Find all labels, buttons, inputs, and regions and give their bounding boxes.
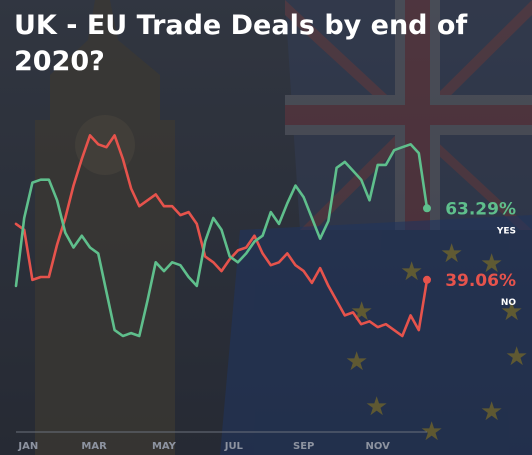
chart-title: UK - EU Trade Deals by end of 2020? — [14, 10, 468, 77]
clock-face — [75, 115, 135, 175]
series-end-point-no — [423, 275, 431, 284]
series-line-yes — [14, 143, 429, 338]
x-tick-label: JAN — [17, 441, 38, 452]
svg-text:★: ★ — [480, 249, 503, 279]
series-line-no — [14, 134, 429, 338]
svg-text:★: ★ — [500, 297, 523, 327]
x-tick-label: MAY — [152, 441, 177, 452]
series-end-point-yes — [423, 204, 431, 213]
series-end-value-no: 39.06% — [445, 271, 516, 291]
x-tick-label: SEP — [293, 441, 314, 452]
x-tick-label: MAR — [81, 441, 107, 452]
svg-text:★: ★ — [365, 392, 388, 422]
svg-text:★: ★ — [440, 239, 463, 269]
x-tick-label: NOV — [366, 441, 391, 452]
eu-flag: ★ ★ ★ ★ ★ ★ ★ ★ ★ ★ — [220, 215, 532, 455]
svg-text:★: ★ — [480, 397, 503, 427]
x-tick-label: JUL — [224, 441, 244, 452]
svg-text:★: ★ — [345, 347, 368, 377]
series-name-no: NO — [501, 298, 517, 308]
svg-text:★: ★ — [420, 417, 443, 447]
series-name-yes: YES — [496, 226, 516, 236]
svg-text:★: ★ — [505, 342, 528, 372]
svg-text:★: ★ — [350, 297, 373, 327]
clock-tower-silhouette — [35, 0, 175, 455]
svg-text:★: ★ — [400, 257, 423, 287]
union-jack-flag — [285, 0, 532, 230]
series-end-value-yes: 63.29% — [445, 199, 516, 219]
